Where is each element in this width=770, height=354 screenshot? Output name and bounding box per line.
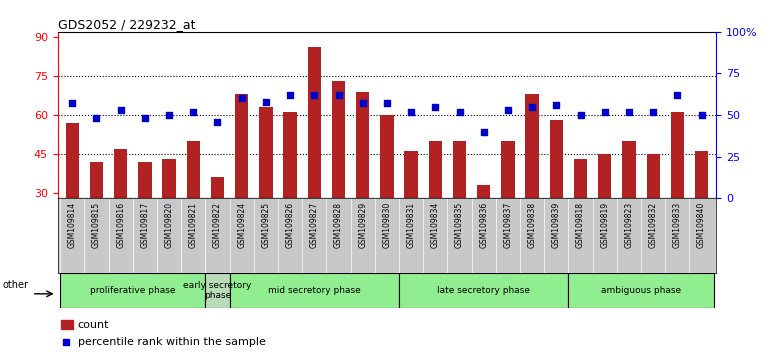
Bar (139, 162, 152, 198)
Point (502, 107, 514, 113)
Text: mid secretory phase: mid secretory phase (268, 286, 360, 295)
Point (115, 107, 127, 113)
Point (259, 99, 272, 104)
Point (454, 109, 466, 115)
Point (66, 101, 79, 106)
Text: GSM109825: GSM109825 (261, 202, 270, 248)
Text: proliferative phase: proliferative phase (90, 286, 176, 295)
Point (695, 112, 708, 118)
Point (357, 101, 369, 106)
Text: percentile rank within the sample: percentile rank within the sample (78, 337, 266, 348)
Bar (453, 141, 466, 198)
Bar (622, 141, 635, 198)
Bar (235, 94, 249, 198)
Bar (525, 94, 539, 198)
Text: GSM109821: GSM109821 (189, 202, 198, 248)
Text: GSM109831: GSM109831 (407, 202, 416, 248)
Text: other: other (3, 280, 29, 290)
Text: GSM109820: GSM109820 (165, 202, 173, 248)
Text: GSM109827: GSM109827 (310, 202, 319, 248)
Bar (550, 120, 563, 198)
Bar (60, 273, 206, 308)
Point (405, 109, 417, 115)
Point (526, 104, 538, 110)
Bar (211, 177, 224, 198)
Text: GSM109837: GSM109837 (504, 202, 513, 248)
Bar (399, 273, 568, 308)
Text: GSM109818: GSM109818 (576, 202, 585, 248)
Text: GSM109835: GSM109835 (455, 202, 464, 248)
Point (284, 92, 296, 98)
Text: ambiguous phase: ambiguous phase (601, 286, 681, 295)
Bar (380, 115, 393, 198)
Point (187, 109, 199, 115)
Bar (114, 149, 127, 198)
Bar (90, 162, 103, 198)
Point (236, 96, 248, 101)
Bar (65, 123, 79, 198)
Text: GSM109824: GSM109824 (237, 202, 246, 248)
Bar (671, 113, 684, 198)
Text: late secretory phase: late secretory phase (437, 286, 531, 295)
Point (163, 112, 176, 118)
Bar (429, 141, 442, 198)
Text: GSM109840: GSM109840 (697, 202, 706, 248)
Bar (574, 159, 588, 198)
Bar (61, 320, 73, 329)
Point (671, 92, 684, 98)
Text: GSM109838: GSM109838 (527, 202, 537, 248)
Bar (477, 185, 490, 198)
Bar (356, 92, 370, 198)
Bar (283, 113, 296, 198)
Text: GSM109829: GSM109829 (358, 202, 367, 248)
Point (139, 115, 151, 121)
Text: GSM109823: GSM109823 (624, 202, 634, 248)
Bar (206, 273, 229, 308)
Text: GSM109816: GSM109816 (116, 202, 126, 248)
Bar (404, 152, 418, 198)
Bar (308, 47, 321, 198)
Text: GSM109834: GSM109834 (431, 202, 440, 248)
Point (623, 109, 635, 115)
Point (574, 112, 587, 118)
Text: GSM109819: GSM109819 (601, 202, 609, 248)
Text: GSM109830: GSM109830 (383, 202, 391, 248)
Text: GSM109832: GSM109832 (648, 202, 658, 248)
Text: GSM109833: GSM109833 (673, 202, 682, 248)
Point (211, 119, 223, 125)
Bar (162, 159, 176, 198)
Bar (695, 152, 708, 198)
Text: GSM109826: GSM109826 (286, 202, 295, 248)
Text: GSM109836: GSM109836 (479, 202, 488, 248)
Text: count: count (78, 320, 109, 330)
Text: GSM109814: GSM109814 (68, 202, 77, 248)
Point (598, 109, 611, 115)
Point (647, 109, 659, 115)
Text: GSM109815: GSM109815 (92, 202, 101, 248)
Text: GSM109817: GSM109817 (140, 202, 149, 248)
Text: early secretory
phase: early secretory phase (183, 281, 252, 300)
Bar (501, 141, 514, 198)
Point (90, 115, 102, 121)
Text: GSM109822: GSM109822 (213, 202, 222, 248)
Bar (647, 154, 660, 198)
Bar (259, 107, 273, 198)
Text: GDS2052 / 229232_at: GDS2052 / 229232_at (58, 18, 196, 31)
Point (380, 101, 393, 106)
Point (60, 340, 72, 346)
Text: GSM109828: GSM109828 (334, 202, 343, 248)
Point (551, 102, 563, 108)
Text: GSM109839: GSM109839 (552, 202, 561, 248)
Bar (186, 141, 200, 198)
Bar (229, 273, 399, 308)
Bar (598, 154, 611, 198)
Point (429, 104, 441, 110)
Point (477, 129, 490, 135)
Bar (568, 273, 714, 308)
Point (308, 92, 320, 98)
Point (333, 92, 345, 98)
Bar (332, 81, 345, 198)
